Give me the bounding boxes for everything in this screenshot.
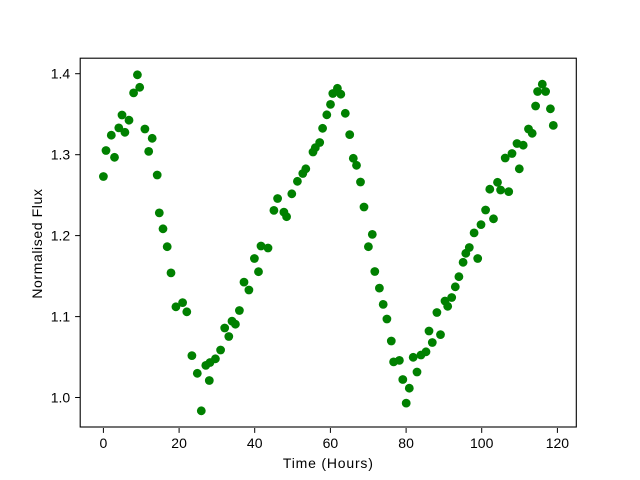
svg-text:1.0: 1.0 [51,390,71,406]
svg-text:40: 40 [247,435,263,451]
svg-text:100: 100 [470,435,494,451]
svg-text:20: 20 [171,435,187,451]
svg-text:80: 80 [398,435,414,451]
svg-text:1.1: 1.1 [51,309,71,325]
svg-text:120: 120 [546,435,570,451]
svg-text:60: 60 [323,435,339,451]
svg-text:1.2: 1.2 [51,228,71,244]
svg-text:0: 0 [100,435,108,451]
svg-text:Normalised Flux: Normalised Flux [29,189,45,299]
svg-text:1.4: 1.4 [51,66,71,82]
svg-text:1.3: 1.3 [51,147,71,163]
svg-text:Time (Hours): Time (Hours) [283,455,374,471]
